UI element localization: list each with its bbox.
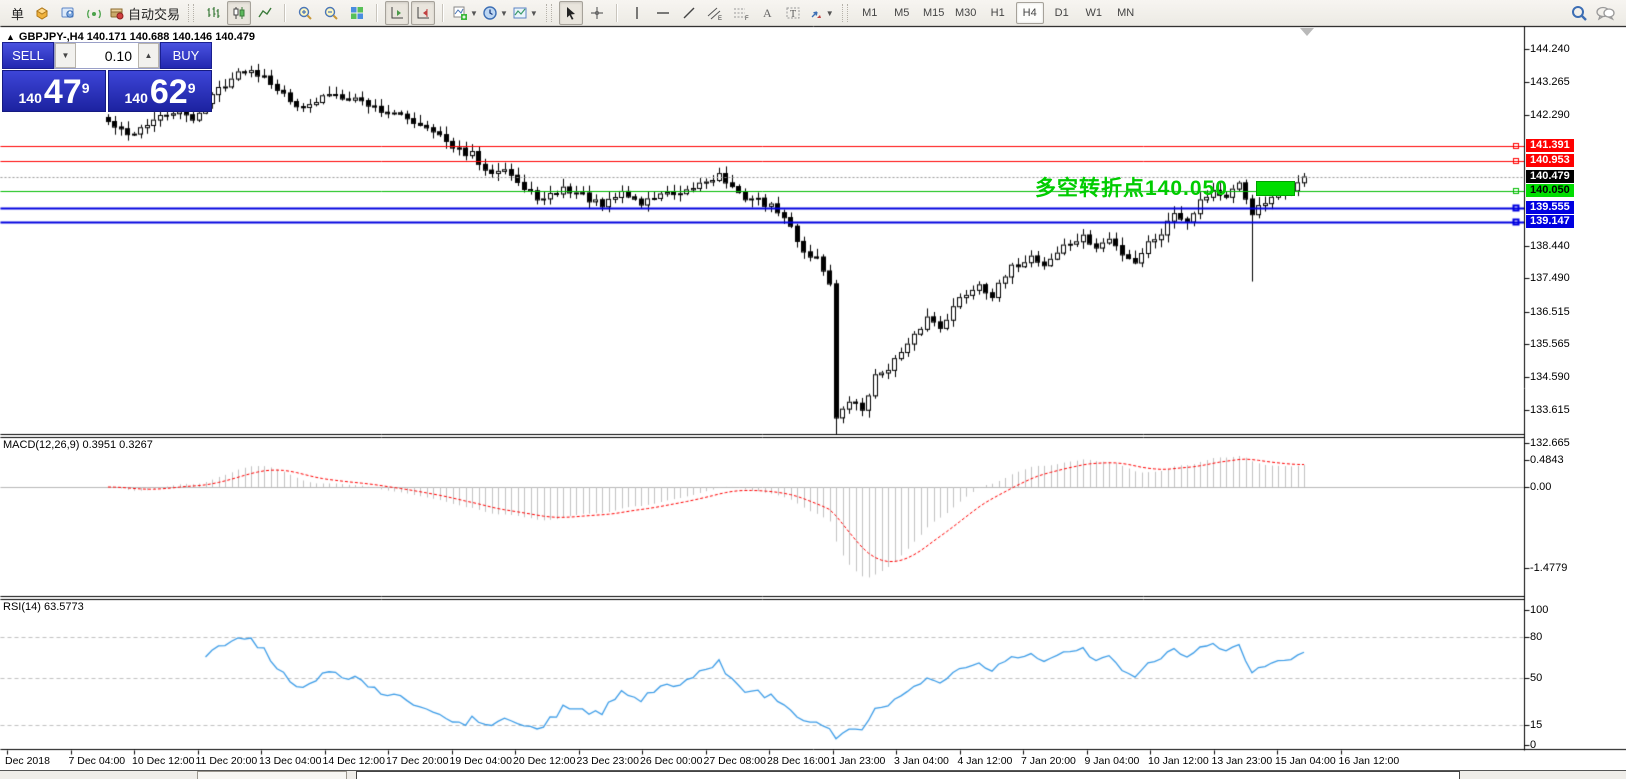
date-tick: 20 Dec 12:00 <box>513 755 576 767</box>
lot-increase-button[interactable]: ▲ <box>138 43 159 68</box>
date-tick: 15 Jan 04:00 <box>1275 755 1336 767</box>
lot-decrease-button[interactable]: ▼ <box>55 43 76 68</box>
bid-price[interactable]: 140 47 9 <box>2 70 106 112</box>
macd-axis-tick: 0.4843 <box>1530 454 1564 466</box>
bottom-tab <box>197 771 347 779</box>
price-tick: 136.515 <box>1530 306 1570 318</box>
buy-button[interactable]: BUY <box>160 42 212 69</box>
collapse-triangle-icon[interactable]: ▲ <box>6 32 15 42</box>
lot-size-input[interactable]: 0.10 <box>76 43 138 68</box>
rsi-axis-tick: 15 <box>1530 719 1543 731</box>
date-tick: 1 Jan 23:00 <box>830 755 886 767</box>
date-tick: 7 Dec 04:00 <box>68 755 126 767</box>
bottom-panel <box>356 771 1460 779</box>
rsi-label: RSI(14) 63.5773 <box>3 601 84 613</box>
rsi-axis-tick: 50 <box>1530 672 1543 684</box>
date-tick: 28 Dec 16:00 <box>767 755 830 767</box>
date-tick: 23 Dec 23:00 <box>576 755 639 767</box>
price-tick: 132.665 <box>1530 437 1570 449</box>
chart-title: ▲ GBPJPY-,H4 140.171 140.688 140.146 140.… <box>6 31 255 43</box>
rsi-axis-tick: 100 <box>1530 604 1549 616</box>
date-tick: 16 Jan 12:00 <box>1338 755 1400 767</box>
sell-button[interactable]: SELL <box>2 42 54 69</box>
date-tick: 7 Jan 20:00 <box>1021 755 1076 767</box>
price-tick: 133.615 <box>1530 404 1570 416</box>
price-tick: 137.490 <box>1530 272 1570 284</box>
level-price-label[interactable]: 139.147 <box>1526 215 1574 228</box>
date-tick: 10 Jan 12:00 <box>1148 755 1209 767</box>
ask-price[interactable]: 140 62 9 <box>108 70 212 112</box>
date-tick: 13 Dec 04:00 <box>259 755 322 767</box>
date-tick: 10 Dec 12:00 <box>132 755 195 767</box>
date-tick: 13 Jan 23:00 <box>1211 755 1273 767</box>
date-tick: 4 Jan 12:00 <box>957 755 1013 767</box>
date-tick: 3 Jan 04:00 <box>894 755 949 767</box>
level-price-label[interactable]: 139.555 <box>1526 201 1574 214</box>
rsi-axis-tick: 80 <box>1530 631 1543 643</box>
date-tick: 11 Dec 20:00 <box>195 755 258 767</box>
date-tick: 9 Jan 04:00 <box>1084 755 1140 767</box>
macd-label: MACD(12,26,9) 0.3951 0.3267 <box>3 439 153 451</box>
macd-axis-tick: -1.4779 <box>1530 562 1568 574</box>
price-tick: 138.440 <box>1530 240 1570 252</box>
date-tick: Dec 2018 <box>5 755 50 767</box>
level-price-label[interactable]: 140.050 <box>1526 184 1574 197</box>
price-tick: 143.265 <box>1530 76 1570 88</box>
date-tick: 27 Dec 08:00 <box>703 755 766 767</box>
current-price-label: 140.479 <box>1526 170 1574 183</box>
level-price-label[interactable]: 140.953 <box>1526 154 1574 167</box>
date-tick: 26 Dec 00:00 <box>640 755 703 767</box>
price-tick: 144.240 <box>1530 43 1570 55</box>
rsi-axis-tick: 0 <box>1530 739 1537 751</box>
date-tick: 19 Dec 04:00 <box>449 755 512 767</box>
highlight-box <box>1256 181 1295 196</box>
pivot-annotation-text: 多空转折点140.050 <box>1035 177 1228 200</box>
price-tick: 135.565 <box>1530 338 1570 350</box>
level-price-label[interactable]: 141.391 <box>1526 139 1574 152</box>
price-tick: 134.590 <box>1530 371 1570 383</box>
price-tick: 142.290 <box>1530 109 1570 121</box>
date-tick: 17 Dec 20:00 <box>386 755 449 767</box>
date-tick: 14 Dec 12:00 <box>322 755 385 767</box>
one-click-trade-panel: SELL ▼ 0.10 ▲ BUY 140 47 9 140 62 9 <box>2 42 212 112</box>
macd-axis-tick: 0.00 <box>1530 481 1552 493</box>
chart-shift-marker[interactable] <box>1300 28 1314 36</box>
